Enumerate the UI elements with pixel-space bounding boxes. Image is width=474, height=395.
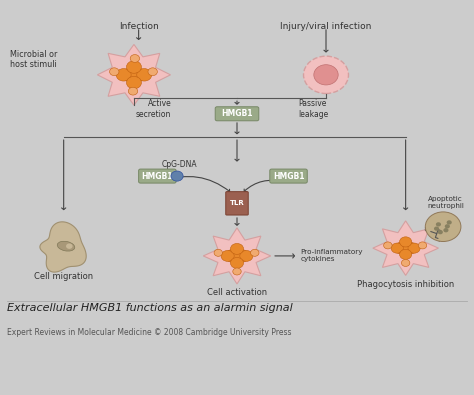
Ellipse shape bbox=[66, 243, 73, 249]
Circle shape bbox=[251, 249, 259, 256]
Ellipse shape bbox=[127, 76, 141, 89]
Circle shape bbox=[418, 242, 427, 249]
Text: Infection: Infection bbox=[119, 22, 158, 31]
Ellipse shape bbox=[230, 243, 244, 254]
Circle shape bbox=[447, 220, 452, 225]
Ellipse shape bbox=[230, 258, 244, 268]
Ellipse shape bbox=[400, 249, 412, 260]
Ellipse shape bbox=[408, 243, 420, 253]
Text: Extracellular HMGB1 functions as an alarmin signal: Extracellular HMGB1 functions as an alar… bbox=[8, 303, 293, 313]
Ellipse shape bbox=[221, 250, 234, 261]
Text: Passive
leakage: Passive leakage bbox=[298, 100, 328, 119]
FancyBboxPatch shape bbox=[270, 169, 307, 183]
Circle shape bbox=[214, 249, 222, 256]
Text: TLR: TLR bbox=[229, 200, 245, 206]
Circle shape bbox=[443, 228, 448, 232]
Ellipse shape bbox=[120, 68, 148, 82]
Circle shape bbox=[128, 87, 137, 95]
Circle shape bbox=[438, 230, 443, 234]
Ellipse shape bbox=[224, 249, 250, 263]
FancyBboxPatch shape bbox=[138, 169, 176, 183]
Circle shape bbox=[436, 222, 441, 226]
Ellipse shape bbox=[400, 237, 412, 247]
Text: Phagocytosis inhibition: Phagocytosis inhibition bbox=[357, 280, 454, 289]
Text: Pro-inflammatory
cytokines: Pro-inflammatory cytokines bbox=[300, 249, 363, 262]
Ellipse shape bbox=[240, 250, 253, 261]
Circle shape bbox=[314, 65, 338, 85]
Text: Microbial or
host stimuli: Microbial or host stimuli bbox=[10, 49, 57, 69]
Text: HMGB1: HMGB1 bbox=[273, 171, 304, 181]
Text: HMGB1: HMGB1 bbox=[221, 109, 253, 118]
Circle shape bbox=[445, 224, 450, 228]
Circle shape bbox=[148, 68, 157, 75]
Polygon shape bbox=[373, 221, 438, 275]
Circle shape bbox=[303, 56, 348, 94]
Polygon shape bbox=[40, 222, 86, 272]
Text: Injury/viral infection: Injury/viral infection bbox=[280, 22, 372, 31]
Ellipse shape bbox=[393, 241, 418, 255]
Ellipse shape bbox=[127, 61, 141, 73]
Text: HMGB1: HMGB1 bbox=[142, 171, 173, 181]
Text: Active
secretion: Active secretion bbox=[136, 100, 172, 119]
Text: Apoptotic
neutrophil: Apoptotic neutrophil bbox=[427, 196, 464, 209]
Circle shape bbox=[109, 68, 119, 75]
Polygon shape bbox=[97, 45, 171, 105]
Circle shape bbox=[401, 260, 410, 267]
Text: Expert Reviews in Molecular Medicine © 2008 Cambridge University Press: Expert Reviews in Molecular Medicine © 2… bbox=[8, 328, 292, 337]
Ellipse shape bbox=[391, 243, 403, 253]
Ellipse shape bbox=[57, 241, 75, 251]
FancyBboxPatch shape bbox=[215, 107, 259, 121]
Circle shape bbox=[233, 268, 241, 275]
Circle shape bbox=[383, 242, 392, 249]
Circle shape bbox=[130, 55, 139, 62]
Polygon shape bbox=[203, 228, 271, 284]
Text: Cell migration: Cell migration bbox=[34, 272, 93, 281]
Text: Cell activation: Cell activation bbox=[207, 288, 267, 297]
Text: CpG-DNA: CpG-DNA bbox=[162, 160, 198, 169]
Circle shape bbox=[425, 212, 461, 241]
Ellipse shape bbox=[137, 69, 152, 81]
Circle shape bbox=[171, 171, 183, 181]
FancyBboxPatch shape bbox=[226, 192, 248, 215]
Ellipse shape bbox=[116, 69, 131, 81]
Circle shape bbox=[434, 226, 439, 231]
